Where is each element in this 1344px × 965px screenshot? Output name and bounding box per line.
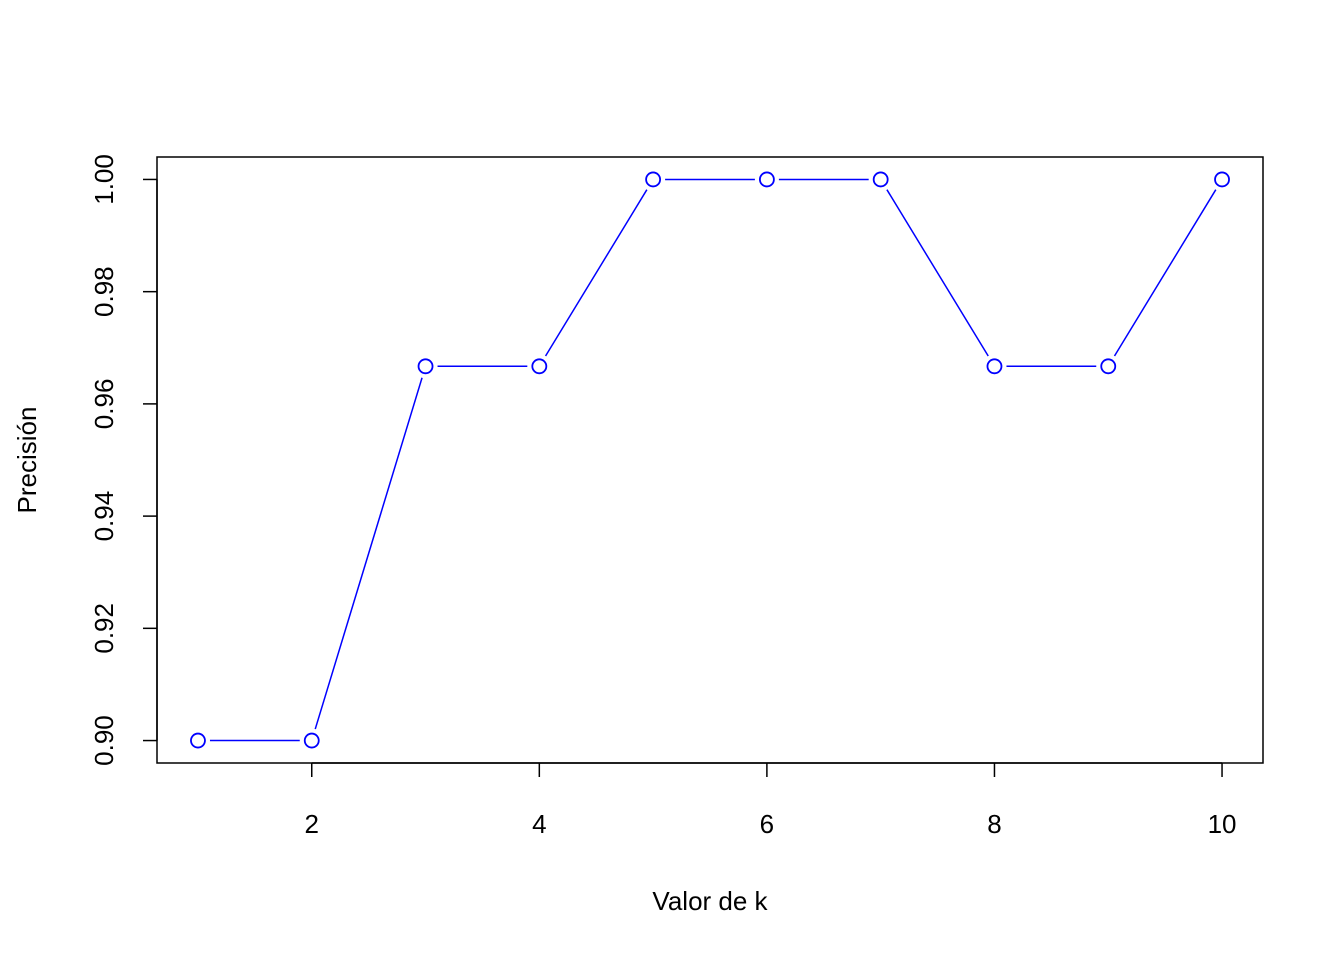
x-axis: 2 4 6 8 10 xyxy=(305,762,1237,839)
y-tick-label: 1.00 xyxy=(89,154,119,205)
data-point xyxy=(190,732,206,749)
data-point xyxy=(531,358,548,375)
y-axis: 0.90 0.92 0.94 0.96 0.98 1.00 xyxy=(89,154,158,766)
data-point xyxy=(872,171,889,188)
y-tick-label: 0.94 xyxy=(89,491,119,542)
x-tick-label: 8 xyxy=(987,809,1001,839)
data-point xyxy=(645,171,662,188)
plot-frame xyxy=(156,156,1264,764)
data-point xyxy=(758,171,775,188)
data-point xyxy=(986,358,1003,375)
data-point xyxy=(303,732,320,749)
series-layer xyxy=(190,171,1230,749)
y-tick-label: 0.92 xyxy=(89,603,119,654)
y-tick-label: 0.96 xyxy=(89,379,119,430)
x-axis-label: Valor de k xyxy=(652,886,768,916)
data-point xyxy=(417,358,434,375)
data-point xyxy=(1100,358,1117,375)
y-tick-label: 0.98 xyxy=(89,266,119,317)
y-axis-label: Precisión xyxy=(12,407,42,514)
series-segment xyxy=(886,189,989,357)
series-segment xyxy=(544,189,648,357)
x-tick-label: 10 xyxy=(1208,809,1237,839)
x-tick-label: 4 xyxy=(532,809,546,839)
data-point xyxy=(1214,171,1230,188)
series-segment xyxy=(314,377,423,730)
x-tick-label: 6 xyxy=(760,809,774,839)
y-tick-label: 0.90 xyxy=(89,715,119,766)
series-segment xyxy=(1113,189,1217,357)
x-tick-label: 2 xyxy=(305,809,319,839)
